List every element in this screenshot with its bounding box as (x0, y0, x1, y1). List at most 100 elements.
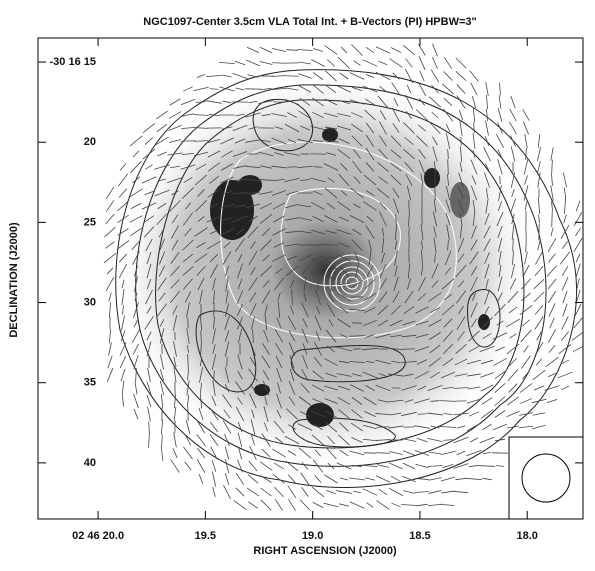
b-vector (120, 342, 126, 355)
b-vector (156, 111, 167, 119)
b-vector (312, 487, 324, 497)
b-vector (148, 407, 151, 422)
b-vector (340, 478, 348, 480)
b-vector (562, 277, 568, 291)
b-vector (546, 357, 559, 367)
b-vector (238, 460, 243, 473)
b-vector (576, 201, 580, 212)
b-vector (428, 465, 443, 466)
b-vector (552, 160, 553, 175)
b-vector (471, 83, 477, 95)
b-vector (275, 487, 284, 497)
b-vector (435, 186, 436, 200)
b-vector (509, 122, 516, 134)
b-vector (454, 491, 468, 492)
b-vector (122, 395, 123, 406)
b-vector (576, 264, 581, 279)
b-vector (181, 99, 195, 105)
b-vector (548, 291, 555, 302)
b-vector (563, 304, 567, 317)
b-vector (548, 329, 555, 343)
b-vector (401, 504, 417, 505)
b-vector (544, 386, 559, 391)
b-vector (326, 490, 335, 494)
b-vector (248, 502, 258, 509)
y-axis-label: DECLINATION (J2000) (8, 222, 20, 338)
b-vector (193, 87, 208, 91)
b-vector (324, 475, 338, 483)
b-vector (420, 71, 424, 81)
b-vector (563, 173, 566, 187)
b-vector (315, 475, 321, 482)
chart-title: NGC1097-Center 3.5cm VLA Total Int. + B-… (143, 16, 476, 28)
b-vector (417, 414, 426, 415)
b-vector (122, 381, 124, 396)
b-vector (213, 487, 215, 497)
b-vector (559, 344, 571, 353)
b-vector (562, 316, 569, 329)
b-vector (499, 95, 501, 109)
b-vector (118, 174, 127, 186)
b-vector (511, 147, 515, 162)
b-vector (574, 212, 582, 226)
b-vector (431, 85, 438, 93)
b-vector (145, 137, 153, 144)
b-vector (535, 317, 543, 330)
b-vector (376, 47, 390, 53)
b-vector (457, 84, 466, 93)
b-vector (299, 245, 312, 246)
b-vector (210, 89, 219, 90)
b-vector (353, 491, 361, 493)
b-vector (120, 163, 126, 170)
b-vector (562, 241, 567, 248)
b-vector (212, 472, 215, 487)
b-vector (275, 500, 282, 511)
b-vector (574, 238, 582, 252)
b-vector (467, 450, 482, 456)
b-vector (109, 343, 112, 356)
b-vector (108, 356, 112, 368)
b-vector (389, 463, 402, 469)
b-vector (341, 47, 347, 53)
b-vector (391, 503, 400, 507)
b-vector (403, 491, 414, 494)
b-vector (197, 459, 205, 472)
b-vector (549, 303, 555, 316)
b-vector (482, 478, 492, 480)
b-vector (121, 369, 125, 381)
b-vector (311, 59, 325, 66)
b-vector (222, 75, 231, 77)
b-vector (219, 62, 235, 63)
b-vector (169, 112, 181, 119)
b-vector (171, 459, 180, 472)
b-vector (466, 478, 481, 479)
b-vector (539, 215, 540, 224)
x-tick-label: 19.5 (195, 530, 216, 542)
y-tick-label: 20 (84, 136, 96, 148)
b-vector (432, 57, 437, 69)
b-vector (339, 504, 349, 506)
b-vector (549, 345, 555, 352)
b-vector (234, 500, 246, 509)
b-vector (185, 435, 191, 446)
b-vector (313, 49, 323, 52)
b-vector (441, 505, 454, 506)
b-vector (393, 73, 399, 80)
b-vector (524, 346, 529, 353)
b-vector (351, 44, 362, 55)
b-vector (572, 332, 584, 341)
b-vector (532, 425, 545, 429)
beam-box (509, 437, 583, 519)
b-vector (206, 75, 222, 76)
b-vector (183, 447, 192, 459)
b-vector (441, 477, 455, 481)
b-vector (349, 478, 365, 480)
x-tick-label: 18.5 (409, 530, 430, 542)
b-vector (549, 254, 556, 263)
b-vector (498, 108, 502, 122)
b-vector (525, 175, 528, 184)
b-vector (551, 174, 552, 185)
b-vector (246, 60, 260, 66)
b-vector (479, 466, 495, 467)
b-vector (444, 57, 452, 68)
